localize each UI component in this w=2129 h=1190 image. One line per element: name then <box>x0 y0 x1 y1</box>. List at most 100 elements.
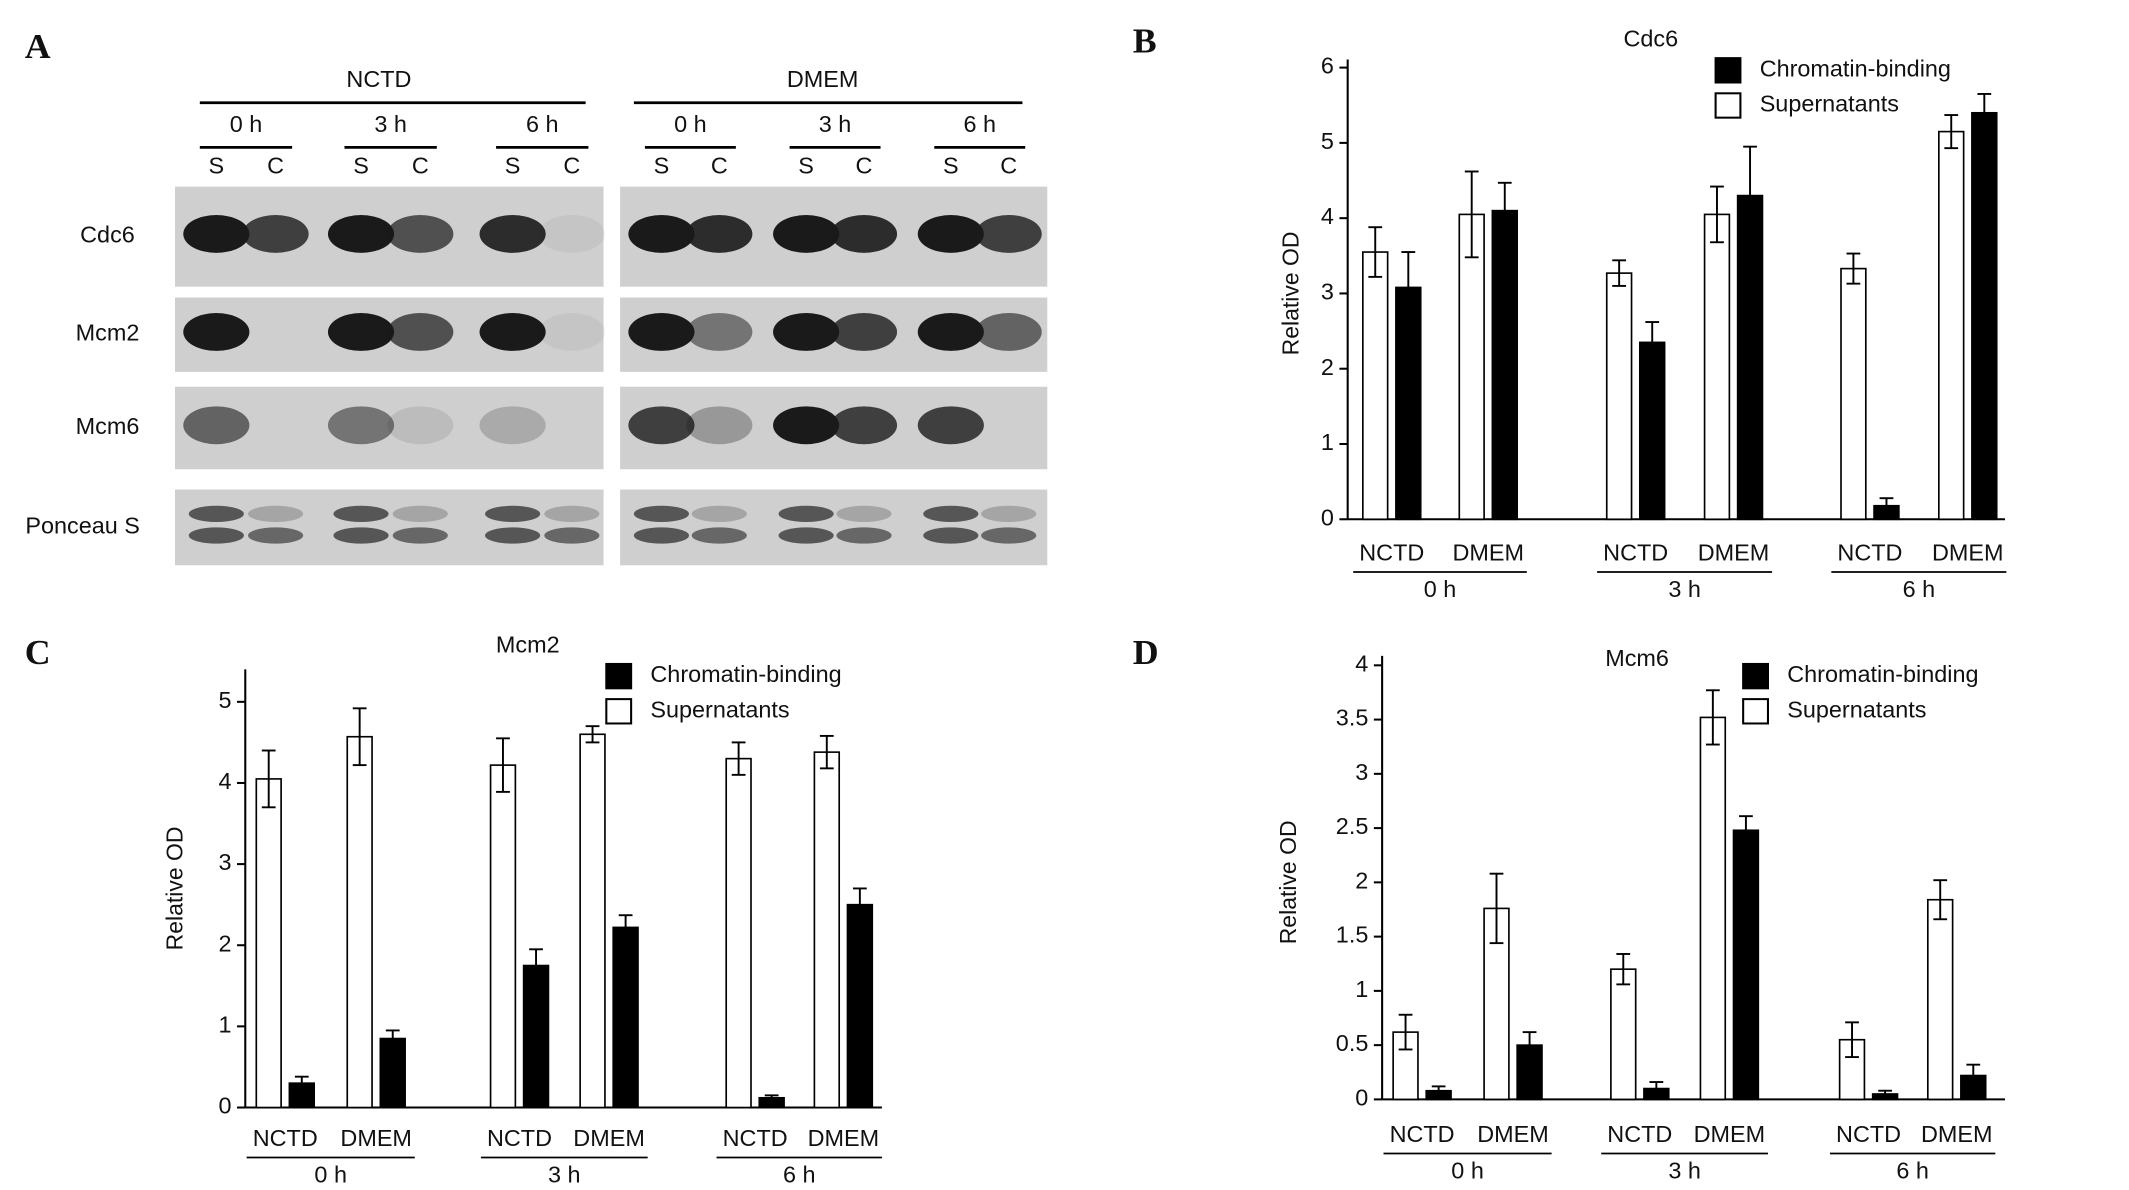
error-bar <box>819 734 834 770</box>
error-bar <box>1431 1085 1446 1097</box>
x-tick-label: DMEM <box>1452 540 1524 566</box>
y-tick-label: 3 <box>1355 759 1368 785</box>
group-label: 0 h <box>1451 1158 1484 1184</box>
x-tick-label: NCTD <box>253 1125 318 1151</box>
band <box>183 215 250 253</box>
error-bar <box>1878 1089 1892 1099</box>
y-tick-label: 1 <box>218 1012 231 1038</box>
band <box>981 505 1037 522</box>
band <box>686 406 753 445</box>
x-tick-label: DMEM <box>808 1125 880 1151</box>
error-bar <box>352 707 367 767</box>
lane-label: S <box>353 153 369 179</box>
bar <box>346 735 373 1109</box>
condition-label: DMEM <box>787 66 859 92</box>
error-bar <box>618 914 633 941</box>
chart-title: Mcm2 <box>496 632 560 658</box>
group-label: 3 h <box>548 1162 581 1188</box>
y-tick-label: 0 <box>218 1093 231 1119</box>
y-tick-label: 1 <box>1355 976 1368 1002</box>
error-bar <box>1846 252 1861 285</box>
lane-label: S <box>209 153 225 179</box>
bar <box>1938 130 1965 521</box>
y-axis-label: Relative OD <box>161 827 187 951</box>
band <box>327 215 395 253</box>
error-bar <box>385 1029 400 1048</box>
legend-label: Supernatants <box>1760 91 1899 117</box>
band <box>633 527 689 544</box>
bar <box>846 903 874 1109</box>
x-tick-label: NCTD <box>1837 540 1902 566</box>
y-axis-label: Relative OD <box>1278 232 1304 356</box>
panel-letter: A <box>25 26 51 66</box>
error-bar <box>529 948 543 983</box>
legend-label: Chromatin-binding <box>1760 56 1951 82</box>
error-bar <box>731 741 746 776</box>
error-bar <box>1705 689 1720 746</box>
bar <box>1458 213 1485 521</box>
chart-title: Mcm6 <box>1605 645 1669 671</box>
band <box>773 406 840 445</box>
lane-label: C <box>711 153 728 179</box>
time-label: 0 h <box>230 111 263 137</box>
band <box>773 313 840 351</box>
band <box>773 215 840 253</box>
error-bar <box>852 887 867 922</box>
legend-swatch <box>1714 92 1742 119</box>
band <box>778 527 834 544</box>
error-bar <box>1933 879 1948 921</box>
time-label: 6 h <box>963 111 996 137</box>
legend-swatch <box>1742 698 1769 725</box>
error-bar <box>1645 321 1660 364</box>
bar <box>1610 968 1637 1101</box>
band <box>917 215 984 253</box>
band <box>485 505 541 522</box>
bar <box>1699 716 1727 1101</box>
error-bar <box>1710 185 1724 244</box>
chart-title: Cdc6 <box>1624 26 1679 52</box>
bar <box>612 926 639 1109</box>
lane-label: C <box>267 153 284 179</box>
y-tick-label: 5 <box>218 687 231 713</box>
legend-label: Supernatants <box>1787 697 1926 723</box>
band <box>686 215 753 253</box>
y-tick-label: 2 <box>218 931 231 957</box>
band <box>975 313 1042 351</box>
error-bar <box>1977 93 1992 133</box>
bar <box>1395 286 1422 521</box>
y-tick-label: 0.5 <box>1336 1030 1369 1056</box>
band <box>327 313 395 351</box>
x-tick-label: DMEM <box>1694 1121 1766 1147</box>
legend-swatch <box>1714 57 1742 84</box>
x-tick-label: DMEM <box>1477 1121 1549 1147</box>
lane-label: C <box>563 153 580 179</box>
band <box>387 215 454 253</box>
band <box>538 215 605 253</box>
bar <box>725 757 752 1109</box>
group-label: 0 h <box>314 1162 347 1188</box>
panel-letter: C <box>25 632 51 672</box>
legend-swatch <box>605 662 633 690</box>
lane-label: S <box>654 153 670 179</box>
error-bar <box>1966 1063 1981 1088</box>
x-tick-label: DMEM <box>1921 1121 1993 1147</box>
bar <box>522 964 550 1109</box>
band <box>975 215 1042 253</box>
time-label: 3 h <box>374 111 407 137</box>
x-tick-label: NCTD <box>487 1125 552 1151</box>
band <box>387 406 454 445</box>
band <box>830 406 898 445</box>
band <box>485 527 541 544</box>
bar <box>1971 111 1998 521</box>
band <box>188 505 244 522</box>
band <box>538 313 605 351</box>
x-tick-label: DMEM <box>1698 540 1770 566</box>
y-axis-label: Relative OD <box>1275 820 1301 944</box>
error-bar <box>1489 872 1504 945</box>
error-bar <box>1497 181 1512 240</box>
legend-label: Supernatants <box>650 697 789 723</box>
bar <box>1732 829 1760 1101</box>
time-label: 3 h <box>819 111 852 137</box>
row-label: Ponceau S <box>25 513 140 539</box>
